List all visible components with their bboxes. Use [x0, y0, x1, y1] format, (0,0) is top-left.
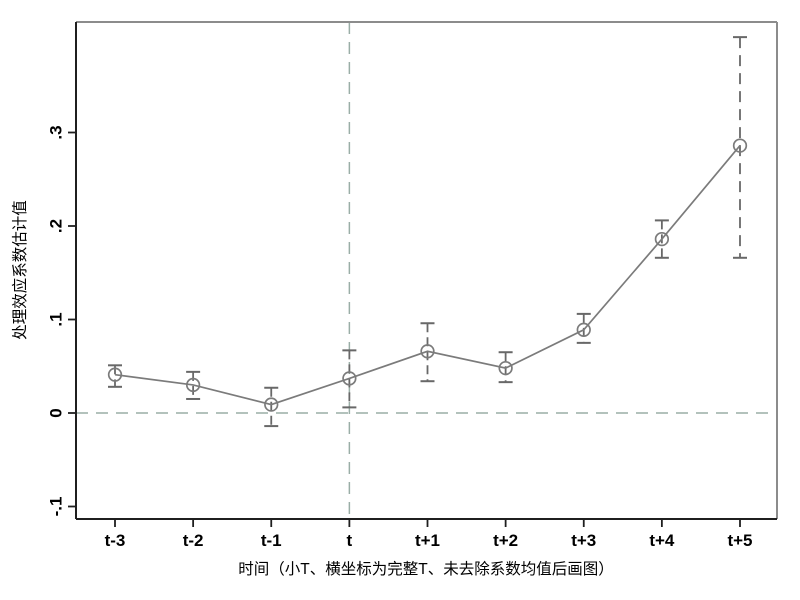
- x-tick-label: t-1: [261, 531, 282, 550]
- y-tick-label: 0: [46, 408, 65, 417]
- data-point-marker: [264, 397, 279, 412]
- confidence-intervals-layer: [108, 36, 747, 428]
- x-tick-label: t+2: [493, 531, 518, 550]
- y-tick-label: .2: [46, 219, 65, 233]
- series-markers-layer: [107, 138, 748, 412]
- data-point-marker: [342, 371, 357, 386]
- reference-lines-layer: [76, 22, 777, 519]
- data-point-marker: [420, 344, 435, 359]
- x-tick-label: t: [347, 531, 353, 550]
- x-tick-label: t+3: [571, 531, 596, 550]
- y-tick-label: .3: [46, 125, 65, 139]
- data-point-marker: [498, 360, 513, 376]
- data-point-marker: [185, 377, 201, 393]
- y-tick-label: -.1: [46, 497, 65, 517]
- x-tick-label: t+5: [727, 531, 752, 550]
- data-point-marker: [654, 231, 670, 247]
- series-line: [114, 145, 741, 406]
- y-axis-title: 处理效应系数估计值: [10, 200, 29, 340]
- data-point-marker: [107, 367, 123, 382]
- x-axis-title: 时间（小T、横坐标为完整T、未去除系数均值后画图）: [238, 560, 613, 578]
- x-tick-label: t+1: [415, 531, 440, 550]
- y-tick-label: .1: [46, 312, 65, 326]
- x-tick-label: t+4: [649, 531, 675, 550]
- data-point-marker: [576, 322, 591, 337]
- axes-layer: [68, 21, 778, 527]
- tick-labels-layer: -.1 0 .1 .2 .3 t-3 t-2 t-1 t t+1 t+2 t+3 t+4 t+5: [46, 125, 752, 550]
- x-tick-label: t-3: [105, 531, 126, 550]
- data-point-marker: [732, 138, 748, 153]
- x-tick-label: t-2: [183, 531, 204, 550]
- series-line-layer: [114, 145, 741, 406]
